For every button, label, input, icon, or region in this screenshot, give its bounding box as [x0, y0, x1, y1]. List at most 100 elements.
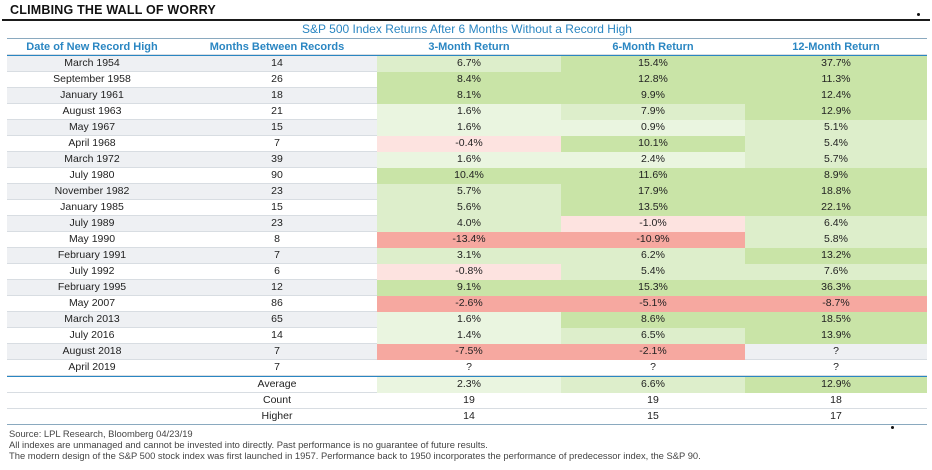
cell-3month-return: 5.7%: [377, 184, 561, 200]
cell-months: 7: [274, 345, 280, 357]
summary-12month: 12.9%: [745, 377, 927, 393]
cell-12month-return: ?: [833, 345, 839, 357]
cell-3month-return: ?: [466, 361, 472, 373]
cell-months: 14: [271, 329, 283, 341]
column-header-months: Months Between Records: [209, 41, 345, 53]
cell-3month-return: -13.4%: [377, 232, 561, 248]
cell-months: 21: [271, 105, 283, 117]
cell-date: July 1992: [69, 265, 115, 277]
table-row: January 1985 15 5.6% 13.5% 22.1%: [7, 200, 927, 216]
cell-3month-return: 1.6%: [377, 120, 561, 136]
cell-12month-return: 18.5%: [745, 312, 927, 328]
table-row: July 1989 23 4.0% -1.0% 6.4%: [7, 216, 927, 232]
summary-6month: 19: [647, 394, 659, 406]
column-header-3month: 3-Month Return: [428, 41, 510, 53]
cell-6month-return: 15.4%: [561, 56, 745, 72]
cell-12month-return: 8.9%: [745, 168, 927, 184]
cell-12month-return: 6.4%: [745, 216, 927, 232]
cell-6month-return: -10.9%: [561, 232, 745, 248]
cell-months: 7: [274, 137, 280, 149]
cell-date: August 1963: [62, 105, 122, 117]
cell-date: July 1989: [69, 217, 115, 229]
table-row: August 1963 21 1.6% 7.9% 12.9%: [7, 104, 927, 120]
summary-3month: 2.3%: [377, 377, 561, 393]
footnote-methodology: The modern design of the S&P 500 stock i…: [9, 450, 701, 462]
cell-months: 14: [271, 57, 283, 69]
cell-6month-return: 11.6%: [561, 168, 745, 184]
table-body: March 1954 14 6.7% 15.4% 37.7% September 1958…: [7, 55, 927, 376]
cell-3month-return: -7.5%: [377, 344, 561, 360]
cell-date: April 1968: [68, 137, 116, 149]
summary-6month: 15: [647, 410, 659, 422]
summary-12month: 18: [830, 394, 842, 406]
cell-6month-return: 10.1%: [561, 136, 745, 152]
table-header: Date of New Record High Months Between R…: [7, 39, 927, 55]
summary-section: Average 2.3% 6.6% 12.9% Count 19 19 18 Higher 14 1…: [7, 376, 927, 425]
cell-3month-return: 1.6%: [377, 104, 561, 120]
cell-6month-return: -5.1%: [561, 296, 745, 312]
artifact-dot: [917, 13, 920, 16]
cell-date: January 1985: [60, 201, 124, 213]
summary-row: Higher 14 15 17: [7, 409, 927, 425]
cell-6month-return: ?: [650, 361, 656, 373]
cell-3month-return: -0.8%: [377, 264, 561, 280]
table-row: April 2019 7???: [7, 360, 927, 376]
summary-6month: 6.6%: [561, 377, 745, 393]
artifact-dot: [891, 426, 894, 429]
footnote-disclaimer: All indexes are unmanaged and cannot be …: [9, 439, 488, 451]
cell-date: July 2016: [69, 329, 115, 341]
table-row: January 1961 18 8.1% 9.9% 12.4%: [7, 88, 927, 104]
cell-6month-return: 5.4%: [561, 264, 745, 280]
table-row: July 1980 90 10.4% 11.6% 8.9%: [7, 168, 927, 184]
cell-12month-return: -8.7%: [745, 296, 927, 312]
cell-date: April 2019: [68, 361, 116, 373]
cell-6month-return: 0.9%: [561, 120, 745, 136]
cell-12month-return: 12.4%: [745, 88, 927, 104]
cell-12month-return: 37.7%: [745, 56, 927, 72]
cell-3month-return: 9.1%: [377, 280, 561, 296]
cell-6month-return: -1.0%: [561, 216, 745, 232]
cell-12month-return: ?: [833, 361, 839, 373]
table-row: November 1982 23 5.7% 17.9% 18.8%: [7, 184, 927, 200]
cell-date: January 1961: [60, 89, 124, 101]
summary-12month: 17: [830, 410, 842, 422]
table-row: May 1967 15 1.6% 0.9% 5.1%: [7, 120, 927, 136]
cell-6month-return: 15.3%: [561, 280, 745, 296]
cell-6month-return: 12.8%: [561, 72, 745, 88]
cell-12month-return: 13.2%: [745, 248, 927, 264]
cell-months: 7: [274, 361, 280, 373]
cell-date: March 1972: [64, 153, 120, 165]
cell-12month-return: 12.9%: [745, 104, 927, 120]
table-row: March 1972 39 1.6% 2.4% 5.7%: [7, 152, 927, 168]
page-title: CLIMBING THE WALL OF WORRY: [10, 3, 216, 17]
cell-months: 90: [271, 169, 283, 181]
cell-date: November 1982: [54, 185, 130, 197]
cell-6month-return: -2.1%: [561, 344, 745, 360]
cell-6month-return: 6.5%: [561, 328, 745, 344]
cell-3month-return: 8.4%: [377, 72, 561, 88]
cell-6month-return: 6.2%: [561, 248, 745, 264]
cell-months: 15: [271, 121, 283, 133]
table-row: July 2016 14 1.4% 6.5% 13.9%: [7, 328, 927, 344]
cell-6month-return: 9.9%: [561, 88, 745, 104]
table-row: August 2018 7 -7.5% -2.1%?: [7, 344, 927, 360]
cell-3month-return: 4.0%: [377, 216, 561, 232]
cell-3month-return: -0.4%: [377, 136, 561, 152]
cell-12month-return: 5.4%: [745, 136, 927, 152]
cell-date: May 1967: [68, 121, 116, 133]
cell-months: 23: [271, 185, 283, 197]
cell-3month-return: 10.4%: [377, 168, 561, 184]
cell-months: 23: [271, 217, 283, 229]
table-row: February 1991 7 3.1% 6.2% 13.2%: [7, 248, 927, 264]
table-title: S&P 500 Index Returns After 6 Months Wit…: [302, 22, 632, 36]
table-row: March 1954 14 6.7% 15.4% 37.7%: [7, 56, 927, 72]
cell-6month-return: 17.9%: [561, 184, 745, 200]
cell-date: February 1991: [57, 249, 127, 261]
cell-12month-return: 11.3%: [745, 72, 927, 88]
summary-3month: 19: [463, 394, 475, 406]
cell-date: March 1954: [64, 57, 120, 69]
summary-label: Higher: [261, 410, 293, 422]
title-divider: [7, 38, 927, 39]
cell-12month-return: 5.8%: [745, 232, 927, 248]
cell-6month-return: 13.5%: [561, 200, 745, 216]
